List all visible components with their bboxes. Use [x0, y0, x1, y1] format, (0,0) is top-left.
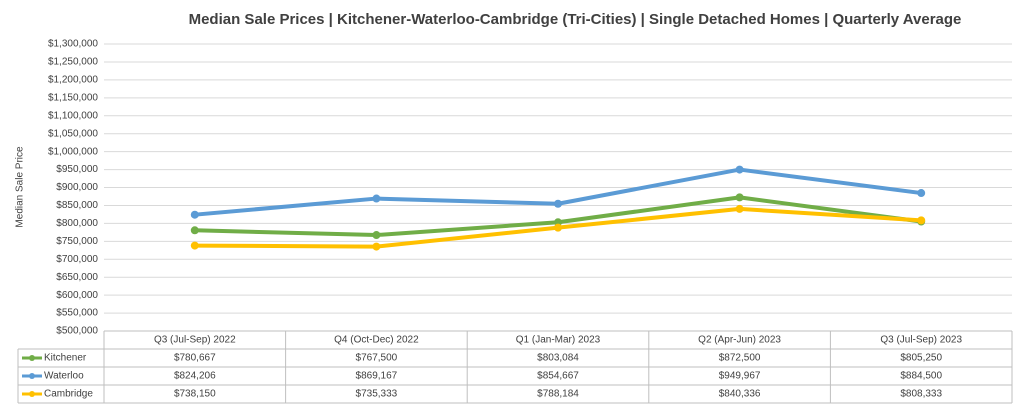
table-cell: $840,336 — [719, 389, 761, 400]
y-tick-label: $800,000 — [56, 218, 98, 229]
y-tick-label: $1,150,000 — [48, 92, 98, 103]
legend-label: Cambridge — [44, 389, 93, 400]
data-point — [735, 193, 744, 202]
table-cell: $824,206 — [174, 371, 216, 382]
legend-label: Waterloo — [44, 371, 84, 382]
table-cell: $738,150 — [174, 389, 216, 400]
legend-swatch — [29, 373, 35, 379]
table-cell: $884,500 — [900, 371, 942, 382]
data-point — [735, 165, 744, 174]
data-point — [190, 241, 199, 250]
table-cell: $869,167 — [356, 371, 398, 382]
x-tick-label: Q3 (Jul-Sep) 2022 — [154, 335, 236, 346]
y-tick-label: $700,000 — [56, 254, 98, 265]
x-tick-label: Q4 (Oct-Dec) 2022 — [334, 335, 419, 346]
table-cell: $735,333 — [356, 389, 398, 400]
table-cell: $788,184 — [537, 389, 579, 400]
table-cell: $780,667 — [174, 353, 216, 364]
y-tick-label: $1,300,000 — [48, 39, 98, 50]
y-tick-label: $650,000 — [56, 272, 98, 283]
data-point — [917, 189, 926, 198]
legend-swatch — [29, 391, 35, 397]
data-point — [372, 242, 381, 251]
y-tick-label: $600,000 — [56, 290, 98, 301]
table-cell: $803,084 — [537, 353, 579, 364]
y-tick-label: $550,000 — [56, 308, 98, 319]
table-cell: $872,500 — [719, 353, 761, 364]
data-point — [554, 223, 562, 232]
y-tick-label: $1,050,000 — [48, 128, 98, 139]
data-point — [190, 226, 199, 235]
data-point — [372, 194, 381, 203]
y-tick-label: $850,000 — [56, 200, 98, 211]
data-point — [554, 199, 562, 208]
data-point — [190, 210, 199, 219]
y-tick-label: $500,000 — [56, 326, 98, 337]
x-tick-label: Q3 (Jul-Sep) 2023 — [880, 335, 962, 346]
x-tick-label: Q1 (Jan-Mar) 2023 — [516, 335, 601, 346]
data-point — [372, 231, 381, 240]
x-tick-label: Q2 (Apr-Jun) 2023 — [698, 335, 781, 346]
y-axis-label: Median Sale Price — [15, 146, 26, 228]
y-tick-label: $1,200,000 — [48, 75, 98, 86]
legend-swatch — [29, 355, 35, 361]
legend-label: Kitchener — [44, 353, 87, 364]
y-tick-label: $750,000 — [56, 236, 98, 247]
table-cell: $949,967 — [719, 371, 761, 382]
y-tick-label: $1,000,000 — [48, 146, 98, 157]
data-point — [917, 216, 926, 225]
table-cell: $854,667 — [537, 371, 579, 382]
table-cell: $808,333 — [900, 389, 942, 400]
y-tick-label: $1,250,000 — [48, 57, 98, 68]
y-tick-label: $950,000 — [56, 164, 98, 175]
table-cell: $805,250 — [900, 353, 942, 364]
chart-title: Median Sale Prices | Kitchener-Waterloo-… — [189, 11, 962, 28]
table-cell: $767,500 — [356, 353, 398, 364]
y-tick-label: $1,100,000 — [48, 110, 98, 121]
y-tick-label: $900,000 — [56, 182, 98, 193]
data-point — [735, 204, 744, 213]
